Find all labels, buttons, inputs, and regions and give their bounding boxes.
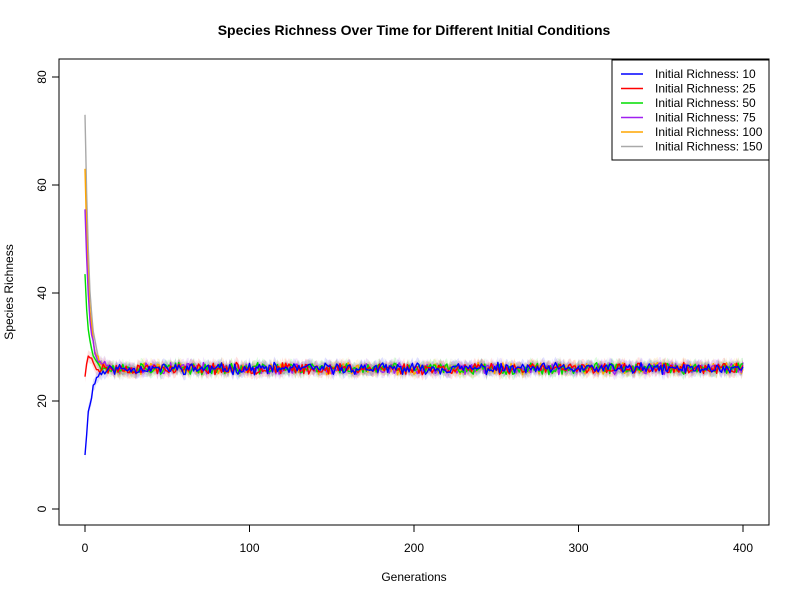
series-band bbox=[85, 162, 743, 381]
x-tick-label: 300 bbox=[568, 541, 588, 555]
y-axis-label: Species Richness bbox=[2, 244, 16, 339]
x-axis-label: Generations bbox=[381, 570, 446, 584]
series-bands bbox=[85, 108, 743, 461]
chart-title: Species Richness Over Time for Different… bbox=[218, 22, 611, 38]
y-tick-label: 40 bbox=[35, 286, 49, 300]
series-line bbox=[84, 361, 744, 456]
x-tick-label: 400 bbox=[733, 541, 753, 555]
x-tick-label: 200 bbox=[404, 541, 424, 555]
x-tick-label: 100 bbox=[239, 541, 259, 555]
legend-label: Initial Richness: 10 bbox=[655, 67, 756, 81]
legend-label: Initial Richness: 150 bbox=[655, 140, 763, 154]
x-axis: 0 100 200 300 400 bbox=[82, 524, 753, 555]
y-tick-label: 60 bbox=[35, 178, 49, 192]
x-tick-label: 0 bbox=[82, 541, 89, 555]
series-line bbox=[84, 168, 744, 376]
legend-label: Initial Richness: 50 bbox=[655, 96, 756, 110]
legend-box bbox=[611, 59, 770, 161]
series-lines bbox=[84, 114, 744, 456]
y-tick-label: 20 bbox=[35, 394, 49, 408]
y-axis: 0 20 40 60 80 bbox=[35, 70, 60, 512]
series-band bbox=[85, 203, 743, 381]
y-tick-label: 0 bbox=[35, 505, 49, 512]
legend-label: Initial Richness: 75 bbox=[655, 111, 756, 125]
y-tick-label: 80 bbox=[35, 70, 49, 84]
legend-label: Initial Richness: 25 bbox=[655, 82, 756, 96]
series-band bbox=[85, 350, 743, 383]
series-line bbox=[84, 209, 744, 376]
legend-label: Initial Richness: 100 bbox=[655, 125, 763, 139]
